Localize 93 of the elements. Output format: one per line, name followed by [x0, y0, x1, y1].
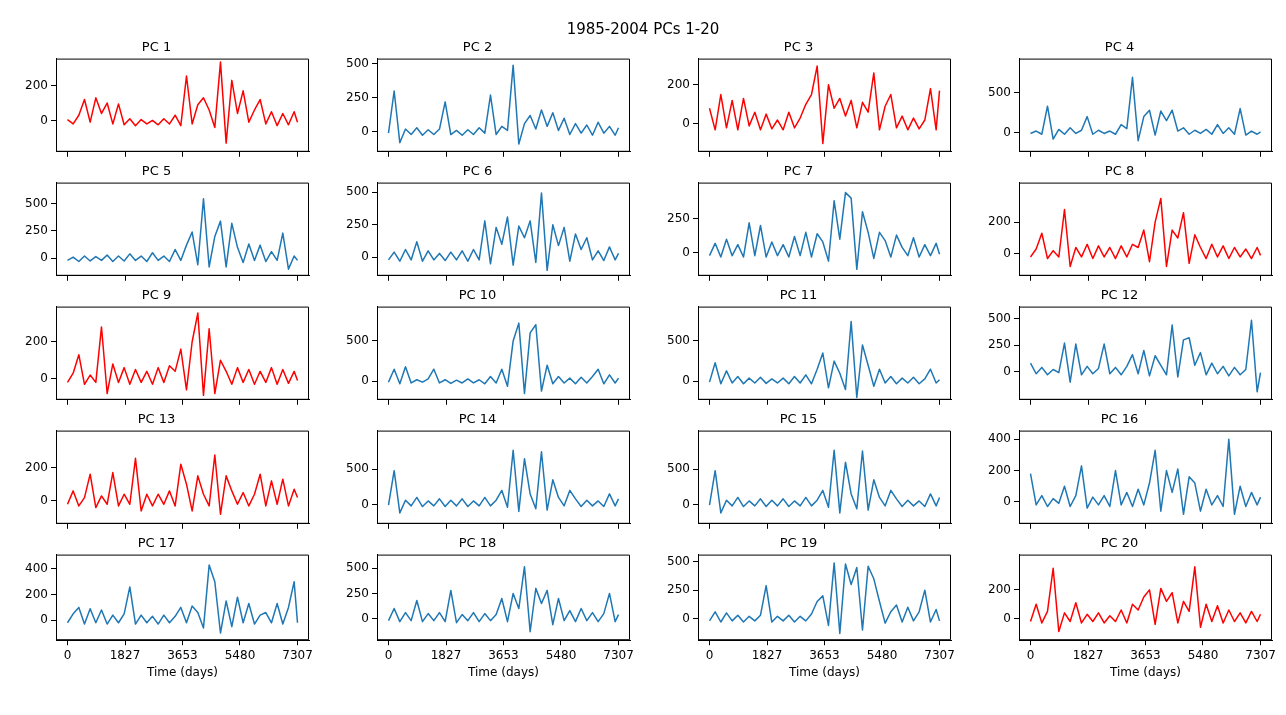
y-tick-label: 200: [25, 586, 48, 601]
y-tick-label: 500: [25, 195, 48, 210]
x-tick-label: 0: [1026, 647, 1035, 662]
y-tick-label: 0: [361, 123, 369, 138]
y-tick-label: 250: [25, 223, 48, 238]
y-tick-label: 0: [1003, 363, 1011, 378]
x-tick-label: 3653: [1130, 647, 1161, 662]
y-tick-label: 0: [1003, 245, 1011, 260]
x-tick-label: 1827: [1072, 647, 1104, 662]
chart-title: PC 5: [141, 163, 172, 179]
y-tick-label: 200: [988, 214, 1011, 229]
x-tick-label: 5480: [545, 647, 577, 662]
y-tick-label: 0: [682, 245, 690, 260]
x-tick-label: 0: [384, 647, 393, 662]
y-tick-label: 500: [346, 461, 369, 476]
x-tick-label: 5480: [866, 647, 898, 662]
y-tick-label: 0: [40, 612, 48, 627]
chart-title: PC 19: [779, 535, 818, 551]
y-tick-label: 0: [682, 610, 690, 625]
chart-title: PC 13: [137, 411, 176, 427]
y-tick-label: 400: [988, 431, 1011, 446]
y-tick-label: 500: [667, 333, 690, 348]
y-tick-label: 500: [346, 184, 369, 199]
y-tick-label: 250: [346, 585, 369, 600]
x-axis-title: Time (days): [467, 664, 539, 679]
y-tick-label: 0: [1003, 493, 1011, 508]
x-tick-label: 5480: [1187, 647, 1219, 662]
y-tick-label: 200: [25, 77, 48, 92]
y-tick-label: 400: [25, 561, 48, 576]
y-tick-label: 250: [346, 89, 369, 104]
x-tick-label: 1827: [430, 647, 462, 662]
y-tick-label: 250: [667, 582, 690, 597]
y-tick-label: 500: [346, 560, 369, 575]
y-tick-label: 0: [1003, 610, 1011, 625]
chart-title: PC 4: [1104, 39, 1135, 55]
chart-title: PC 20: [1100, 535, 1139, 551]
y-tick-label: 0: [682, 116, 690, 131]
y-tick-label: 0: [361, 496, 369, 511]
chart-title: PC 16: [1100, 411, 1139, 427]
chart-title: PC 1: [141, 39, 172, 55]
text: 1985-2004 PCs 1-20: [566, 20, 720, 38]
x-axis-title: Time (days): [146, 664, 218, 679]
y-tick-label: 500: [988, 84, 1011, 99]
y-tick-label: 500: [346, 333, 369, 348]
chart-title: PC 14: [458, 411, 497, 427]
y-tick-label: 200: [25, 459, 48, 474]
y-tick-label: 0: [682, 373, 690, 388]
y-tick-label: 0: [361, 610, 369, 625]
x-tick-label: 3653: [809, 647, 840, 662]
y-tick-label: 200: [988, 581, 1011, 596]
x-axis-title: Time (days): [1109, 664, 1181, 679]
chart-title: PC 10: [458, 287, 497, 303]
chart-title: PC 8: [1104, 163, 1135, 179]
y-tick-label: 0: [682, 496, 690, 511]
y-tick-label: 500: [988, 310, 1011, 325]
y-tick-label: 0: [40, 250, 48, 265]
y-tick-label: 500: [667, 461, 690, 476]
chart-title: PC 7: [783, 163, 814, 179]
x-tick-label: 0: [63, 647, 72, 662]
chart-title: PC 15: [779, 411, 818, 427]
chart-title: PC 18: [458, 535, 497, 551]
y-tick-label: 0: [1003, 124, 1011, 139]
x-tick-label: 5480: [224, 647, 256, 662]
x-tick-label: 0: [705, 647, 714, 662]
y-tick-label: 200: [988, 462, 1011, 477]
chart-title: PC 9: [141, 287, 172, 303]
y-tick-label: 0: [40, 112, 48, 127]
chart-title: PC 3: [783, 39, 814, 55]
x-tick-label: 7307: [1245, 647, 1276, 662]
y-tick-label: 250: [667, 210, 690, 225]
y-tick-label: 0: [40, 370, 48, 385]
chart-title: PC 6: [462, 163, 493, 179]
y-tick-label: 500: [667, 553, 690, 568]
y-tick-label: 500: [346, 55, 369, 70]
x-tick-label: 1827: [109, 647, 141, 662]
y-tick-label: 200: [667, 76, 690, 91]
x-tick-label: 7307: [924, 647, 955, 662]
y-tick-label: 250: [346, 216, 369, 231]
chart-title: PC 17: [137, 535, 176, 551]
chart-title: PC 12: [1100, 287, 1139, 303]
x-tick-label: 3653: [167, 647, 198, 662]
x-tick-label: 7307: [282, 647, 313, 662]
y-tick-label: 0: [361, 373, 369, 388]
y-tick-label: 200: [25, 333, 48, 348]
x-axis-title: Time (days): [788, 664, 860, 679]
y-tick-label: 250: [988, 337, 1011, 352]
chart-title: PC 2: [462, 39, 493, 55]
chart-title: PC 11: [779, 287, 818, 303]
x-tick-label: 3653: [488, 647, 519, 662]
x-tick-label: 1827: [751, 647, 783, 662]
y-tick-label: 0: [40, 493, 48, 508]
y-tick-label: 0: [361, 249, 369, 264]
x-tick-label: 7307: [603, 647, 634, 662]
